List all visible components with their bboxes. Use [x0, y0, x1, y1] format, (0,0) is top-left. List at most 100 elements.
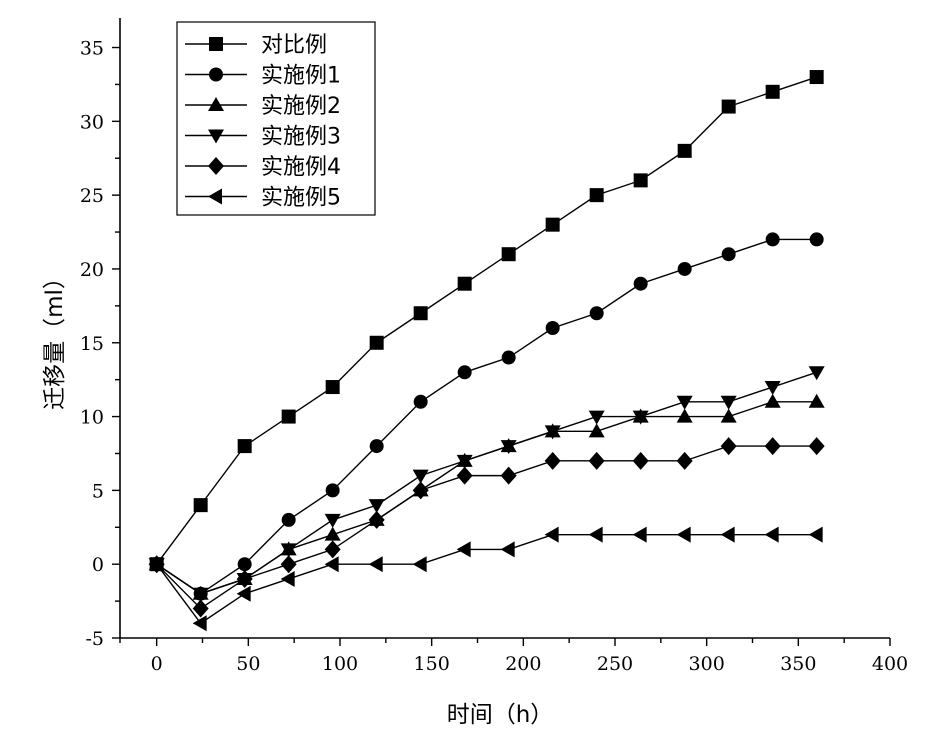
y-axis-title: 迁移量（ml）: [42, 266, 68, 410]
data-point: [721, 527, 735, 543]
data-point: [809, 366, 825, 380]
data-point: [282, 410, 296, 424]
data-point: [237, 570, 253, 588]
x-axis-title: 时间（h）: [447, 702, 554, 728]
data-point: [589, 411, 605, 425]
data-point: [589, 423, 605, 437]
series-line: [157, 446, 817, 608]
data-point: [457, 467, 473, 485]
data-point: [634, 277, 648, 291]
data-point: [589, 452, 605, 470]
legend-label: 实施例1: [261, 64, 341, 89]
data-point: [809, 437, 825, 455]
data-point: [765, 381, 781, 395]
data-point: [677, 452, 693, 470]
data-point: [413, 481, 429, 499]
data-point: [414, 306, 428, 320]
series-line: [157, 402, 817, 594]
data-point: [325, 527, 341, 541]
legend-marker: [209, 37, 223, 51]
data-point: [282, 513, 296, 527]
data-point: [765, 437, 781, 455]
data-point: [590, 306, 604, 320]
data-point: [677, 527, 691, 543]
legend-label: 实施例3: [261, 125, 341, 150]
data-point: [502, 247, 516, 261]
data-point: [810, 232, 824, 246]
data-point: [634, 173, 648, 187]
data-point: [766, 232, 780, 246]
data-point: [458, 277, 472, 291]
data-point: [809, 527, 823, 543]
data-point: [545, 452, 561, 470]
y-tick-label: 20: [80, 259, 104, 281]
x-tick-label: 100: [322, 653, 358, 675]
data-point: [766, 85, 780, 99]
x-tick-label: 150: [414, 653, 450, 675]
legend-label: 实施例4: [261, 155, 341, 180]
data-point: [677, 396, 693, 410]
data-point: [193, 615, 207, 631]
y-tick-label: 25: [80, 185, 104, 207]
data-point: [721, 409, 737, 423]
data-point: [722, 100, 736, 114]
data-point: [545, 527, 559, 543]
y-tick-label: 10: [80, 407, 104, 429]
data-point: [325, 514, 341, 528]
legend-marker: [209, 68, 223, 82]
data-point: [546, 321, 560, 335]
data-point: [590, 188, 604, 202]
data-point: [413, 556, 427, 572]
data-point: [457, 541, 471, 557]
data-point: [325, 540, 341, 558]
data-point: [325, 556, 339, 572]
data-point: [721, 396, 737, 410]
x-tick-label: 50: [236, 653, 260, 675]
data-point: [458, 365, 472, 379]
data-point: [633, 452, 649, 470]
y-tick-label: -5: [85, 628, 104, 650]
data-point: [414, 395, 428, 409]
data-point: [194, 498, 208, 512]
data-point: [678, 262, 692, 276]
legend-label: 对比例: [261, 33, 327, 58]
data-point: [238, 439, 252, 453]
x-tick-label: 300: [689, 653, 725, 675]
data-point: [281, 571, 295, 587]
data-point: [326, 380, 340, 394]
x-tick-label: 0: [151, 653, 163, 675]
x-tick-label: 400: [872, 653, 908, 675]
data-point: [633, 527, 647, 543]
x-tick-label: 200: [505, 653, 541, 675]
data-point: [589, 527, 603, 543]
data-point: [765, 394, 781, 408]
data-point: [501, 541, 515, 557]
y-tick-label: 30: [80, 111, 104, 133]
legend-label: 实施例5: [261, 186, 341, 211]
data-point: [678, 144, 692, 158]
x-tick-label: 250: [597, 653, 633, 675]
series-line: [157, 535, 817, 624]
data-point: [237, 586, 251, 602]
y-tick-label: 0: [92, 554, 104, 576]
data-point: [721, 437, 737, 455]
data-point: [501, 467, 517, 485]
data-point: [369, 511, 385, 529]
data-point: [369, 556, 383, 572]
data-point: [810, 70, 824, 84]
data-point: [370, 336, 384, 350]
y-tick-label: 5: [92, 480, 104, 502]
data-point: [281, 555, 297, 573]
data-point: [765, 527, 779, 543]
data-point: [546, 218, 560, 232]
legend: 对比例实施例1实施例2实施例3实施例4实施例5: [177, 22, 375, 215]
y-tick-label: 15: [80, 333, 104, 355]
data-point: [326, 483, 340, 497]
data-point: [502, 351, 516, 365]
data-point: [722, 247, 736, 261]
series-3: [149, 394, 825, 600]
series-line: [157, 372, 817, 593]
data-point: [370, 439, 384, 453]
